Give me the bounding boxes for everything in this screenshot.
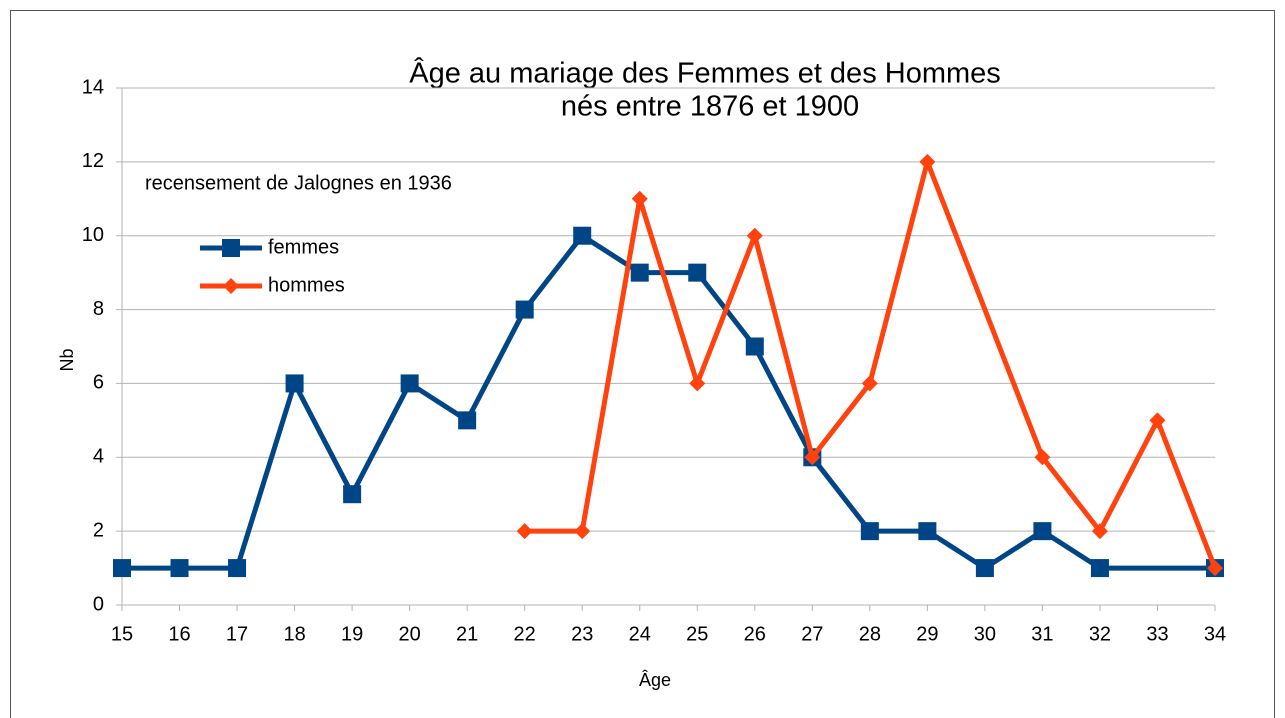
x-tick-label: 22 bbox=[514, 623, 536, 645]
marker bbox=[515, 300, 534, 319]
x-tick-label: 30 bbox=[974, 623, 996, 645]
marker bbox=[516, 523, 533, 540]
chart-title: Âge au mariage des Femmes et des Hommes bbox=[409, 57, 1001, 90]
y-tick-label: 14 bbox=[82, 76, 104, 98]
x-tick-label: 21 bbox=[456, 623, 478, 645]
x-tick-label: 34 bbox=[1204, 623, 1226, 645]
annotation: recensement de Jalognes en 1936 bbox=[145, 172, 452, 194]
marker bbox=[630, 263, 649, 282]
x-tick-label: 17 bbox=[226, 623, 248, 645]
marker bbox=[228, 559, 247, 578]
legend-label: hommes bbox=[268, 274, 345, 296]
x-tick-label: 28 bbox=[859, 623, 881, 645]
x-tick-label: 25 bbox=[686, 623, 708, 645]
marker bbox=[975, 559, 994, 578]
marker bbox=[400, 374, 419, 393]
y-tick-label: 0 bbox=[93, 593, 104, 615]
marker bbox=[285, 374, 304, 393]
x-tick-label: 15 bbox=[111, 623, 133, 645]
x-tick-label: 19 bbox=[341, 623, 363, 645]
chart-border bbox=[10, 10, 1275, 718]
x-tick-label: 23 bbox=[571, 623, 593, 645]
marker bbox=[1034, 449, 1051, 466]
marker bbox=[688, 263, 707, 282]
marker bbox=[746, 227, 763, 244]
x-tick-label: 20 bbox=[399, 623, 421, 645]
marker bbox=[1091, 523, 1108, 540]
x-tick-label: 18 bbox=[283, 623, 305, 645]
marker bbox=[745, 337, 764, 356]
marker bbox=[860, 522, 879, 541]
marker bbox=[861, 375, 878, 392]
marker bbox=[919, 153, 936, 170]
marker bbox=[458, 411, 477, 430]
y-axis-label: Nb bbox=[57, 348, 77, 371]
series-line bbox=[524, 159, 1218, 569]
legend-marker bbox=[222, 239, 240, 257]
x-tick-label: 16 bbox=[168, 623, 190, 645]
marker bbox=[689, 375, 706, 392]
y-tick-label: 12 bbox=[82, 150, 104, 172]
y-tick-label: 4 bbox=[93, 446, 104, 468]
x-axis-label: Âge bbox=[639, 670, 671, 690]
marker bbox=[113, 559, 131, 578]
y-tick-label: 2 bbox=[93, 519, 104, 541]
marker bbox=[574, 523, 591, 540]
x-tick-label: 33 bbox=[1146, 623, 1168, 645]
marker bbox=[1090, 559, 1109, 578]
marker bbox=[1207, 560, 1223, 577]
marker bbox=[804, 449, 821, 466]
x-tick-label: 26 bbox=[744, 623, 766, 645]
marker bbox=[343, 485, 362, 504]
marker bbox=[170, 559, 189, 578]
y-tick-label: 8 bbox=[93, 298, 104, 320]
legend-label: femmes bbox=[268, 236, 339, 258]
marker bbox=[631, 190, 648, 207]
x-tick-label: 27 bbox=[801, 623, 823, 645]
x-tick-label: 29 bbox=[916, 623, 938, 645]
marker bbox=[573, 226, 592, 245]
marker bbox=[1149, 412, 1166, 429]
x-tick-label: 24 bbox=[629, 623, 651, 645]
x-tick-label: 31 bbox=[1031, 623, 1053, 645]
legend-marker bbox=[223, 278, 239, 294]
y-tick-label: 6 bbox=[93, 372, 104, 394]
chart-subtitle: nés entre 1876 et 1900 bbox=[561, 91, 859, 123]
marker bbox=[1033, 522, 1052, 541]
y-tick-label: 10 bbox=[82, 224, 104, 246]
x-tick-label: 32 bbox=[1089, 623, 1111, 645]
marker bbox=[918, 522, 937, 541]
